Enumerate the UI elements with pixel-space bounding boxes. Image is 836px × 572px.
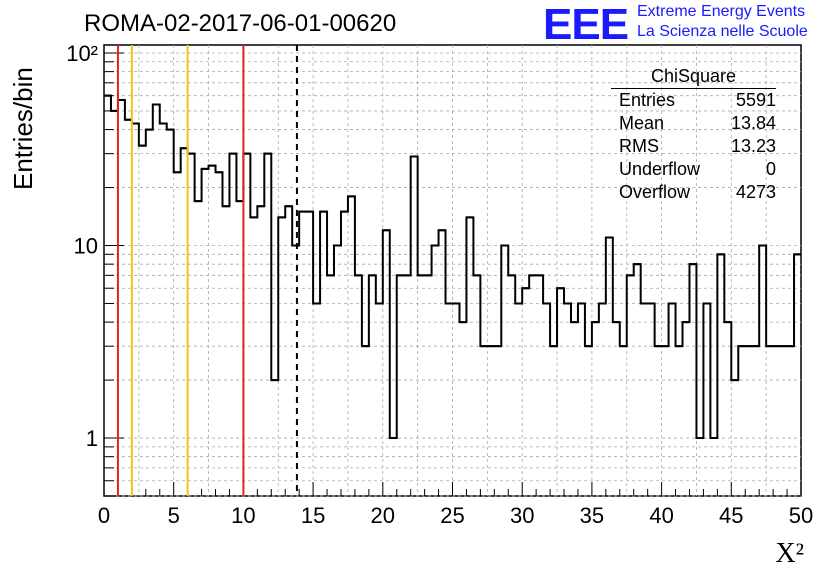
y-tick-label: 10 xyxy=(74,234,98,259)
stats-value: 13.23 xyxy=(730,136,776,156)
x-axis-label: X² xyxy=(775,538,804,569)
stats-value: 0 xyxy=(765,159,776,179)
stats-label: RMS xyxy=(619,136,659,156)
x-tick-label: 40 xyxy=(649,503,673,528)
stats-row: Entries 5591 xyxy=(611,89,776,112)
eee-logo: EEE xyxy=(543,0,629,49)
stats-value: 4273 xyxy=(735,182,776,202)
logo-caption-line1: Extreme Energy Events xyxy=(637,3,806,20)
y-axis-label: Entries/bin xyxy=(8,67,38,190)
x-tick-label: 10 xyxy=(231,503,255,528)
x-tick-label: 5 xyxy=(168,503,180,528)
x-tick-label: 45 xyxy=(719,503,743,528)
stats-label: Underflow xyxy=(619,159,701,179)
stats-box: ChiSquare Entries 5591 Mean 13.84 RMS 13… xyxy=(611,66,776,204)
x-tick-label: 25 xyxy=(440,503,464,528)
axis-ticks: 0 5 10 15 20 25 30 35 40 45 50 1 10 10² xyxy=(66,41,813,528)
grid-lines xyxy=(104,45,801,497)
x-tick-label: 15 xyxy=(301,503,325,528)
x-tick-label: 30 xyxy=(510,503,534,528)
histogram-series xyxy=(104,94,801,440)
x-tick-label: 50 xyxy=(789,503,813,528)
logo-caption-line2: La Scienza nelle Scuole xyxy=(637,23,808,40)
stats-label: Entries xyxy=(619,90,676,110)
stats-row: Underflow 0 xyxy=(611,158,776,181)
y-tick-label: 1 xyxy=(86,426,98,451)
stats-row: Mean 13.84 xyxy=(611,112,776,135)
stats-value: 13.84 xyxy=(730,113,776,133)
stats-row: RMS 13.23 xyxy=(611,135,776,158)
y-tick-label: 10² xyxy=(66,41,98,66)
reference-lines xyxy=(116,45,298,496)
stats-value: 5591 xyxy=(735,90,776,110)
stats-label: Mean xyxy=(619,113,665,133)
x-tick-label: 35 xyxy=(580,503,604,528)
stats-title: ChiSquare xyxy=(611,66,776,89)
chart-title: ROMA-02-2017-06-01-00620 xyxy=(84,10,397,37)
x-tick-label: 20 xyxy=(371,503,395,528)
stats-label: Overflow xyxy=(619,182,691,202)
x-tick-label: 0 xyxy=(98,503,110,528)
stats-row: Overflow 4273 xyxy=(611,181,776,204)
